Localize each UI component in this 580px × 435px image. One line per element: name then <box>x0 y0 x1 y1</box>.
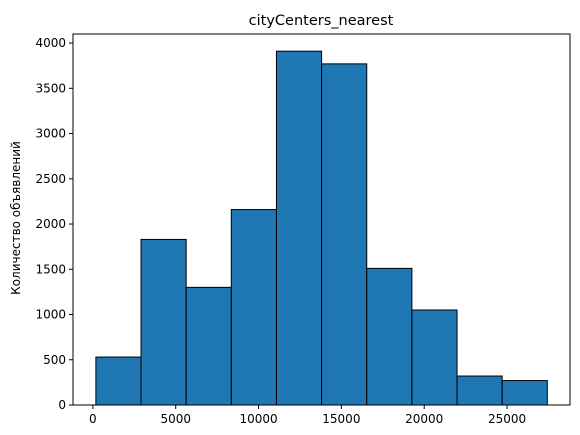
y-tick-label: 500 <box>43 353 66 367</box>
x-tick-label: 25000 <box>488 412 526 426</box>
y-axis-ticks: 0 500 1000 1500 2000 2500 3000 3500 4000 <box>35 36 73 412</box>
histogram-bar <box>501 380 548 406</box>
histogram-bar <box>275 50 323 406</box>
chart-title: cityCenters_nearest <box>249 13 394 29</box>
x-axis-ticks: 0 5000 10000 15000 20000 25000 <box>89 405 526 426</box>
x-tick-label: 5000 <box>160 412 191 426</box>
x-tick-label: 15000 <box>322 412 360 426</box>
histogram-bar <box>140 238 187 406</box>
y-tick-label: 1500 <box>35 262 66 276</box>
histogram-bar <box>230 209 277 406</box>
y-tick-label: 3500 <box>35 81 66 95</box>
histogram-bar <box>95 356 142 406</box>
y-tick-label: 2500 <box>35 172 66 186</box>
x-tick-label: 0 <box>89 412 97 426</box>
plot-frame <box>72 33 571 406</box>
histogram-bar <box>411 309 458 406</box>
histogram-bar <box>456 375 503 406</box>
bars-group <box>95 50 548 406</box>
y-tick-label: 0 <box>58 398 66 412</box>
x-tick-label: 20000 <box>405 412 443 426</box>
y-tick-label: 4000 <box>35 36 66 50</box>
y-tick-label: 2000 <box>35 217 66 231</box>
y-tick-label: 3000 <box>35 127 66 141</box>
x-tick-label: 10000 <box>239 412 277 426</box>
y-tick-label: 1000 <box>35 308 66 322</box>
histogram-bar <box>321 63 368 406</box>
y-axis-label: Количество объявлений <box>9 141 23 295</box>
histogram-bar <box>366 267 413 406</box>
histogram-bar <box>185 286 232 406</box>
